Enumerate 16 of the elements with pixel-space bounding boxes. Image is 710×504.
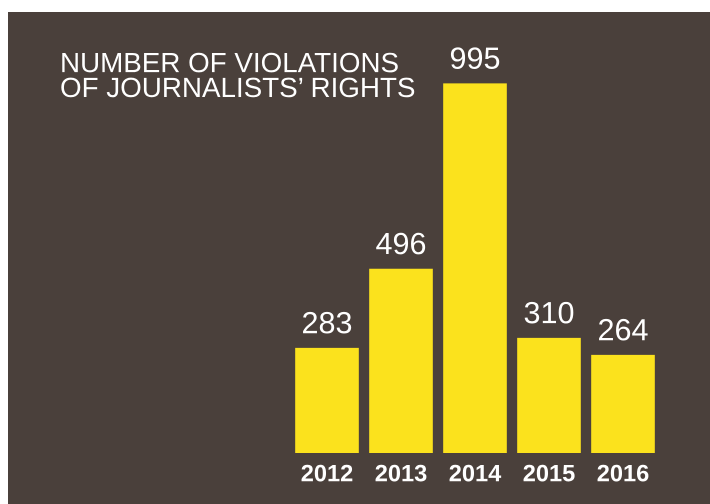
data-label: 496 (376, 232, 426, 254)
x-tick-label: 2013 (376, 464, 426, 482)
data-label: 995 (450, 47, 500, 69)
x-tick-label: 2014 (450, 464, 502, 482)
chart-title: NUMBER OF VIOLATIONS OF JOURNALISTS’ RIGHTS (61, 52, 414, 98)
bar (443, 83, 507, 453)
x-tick-label: 2016 (598, 464, 648, 482)
data-label: 264 (599, 318, 648, 341)
data-label: 283 (303, 312, 352, 334)
bar (591, 354, 655, 453)
bar (295, 348, 359, 453)
data-label: 310 (524, 302, 574, 324)
bar (517, 338, 581, 453)
bar (369, 268, 433, 453)
x-tick-label: 2015 (524, 464, 575, 482)
x-tick-label: 2012 (302, 464, 352, 482)
